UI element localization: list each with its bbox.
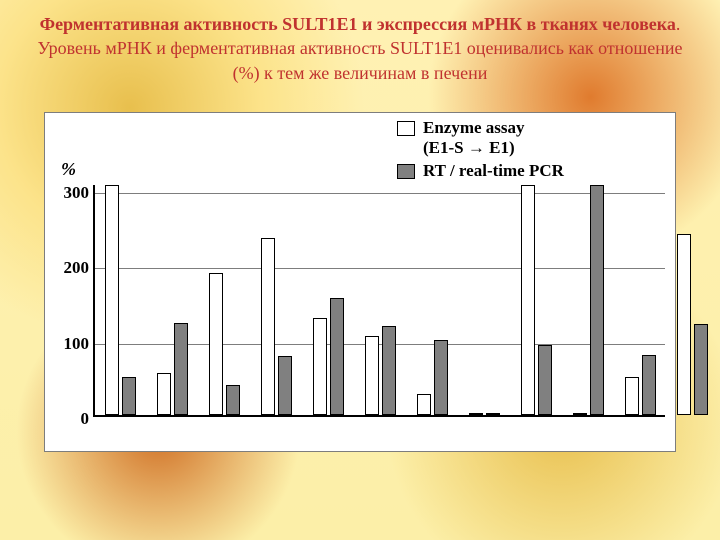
bar-enzyme: [573, 413, 587, 415]
y-axis-unit: %: [61, 159, 76, 180]
bar-pcr: [382, 326, 396, 415]
bar-enzyme: [469, 413, 483, 415]
bar-enzyme: [157, 373, 171, 415]
bar-enzyme: [209, 273, 223, 415]
bar-pcr: [642, 355, 656, 415]
bar-enzyme: [417, 394, 431, 415]
bar-pcr: [486, 413, 500, 415]
slide: Ферментативная активность SULT1E1 и эксп…: [0, 0, 720, 540]
bar-pcr: [226, 385, 240, 415]
bar-pcr: [434, 340, 448, 415]
legend-label-pcr: RT / real-time PCR: [423, 161, 647, 181]
bar-enzyme: [521, 185, 535, 415]
bar-enzyme: [625, 377, 639, 415]
bar-enzyme: [105, 185, 119, 415]
y-tick-label: 0: [55, 409, 89, 429]
bar-enzyme: [677, 234, 691, 415]
bar-pcr: [538, 345, 552, 415]
bar-pcr: [122, 377, 136, 415]
chart-container: Enzyme assay (E1-S → E1) RT / real-time …: [44, 112, 676, 452]
legend-swatch-pcr: [397, 164, 415, 179]
legend-item-pcr: RT / real-time PCR: [397, 161, 647, 181]
bar-pcr: [174, 323, 188, 415]
grid-line: [95, 193, 665, 194]
legend-label-enzyme: Enzyme assay (E1-S → E1): [423, 118, 647, 159]
bar-pcr: [694, 324, 708, 415]
plot-area: % 0100200300: [93, 185, 665, 417]
y-tick-label: 300: [55, 183, 89, 203]
legend-item-enzyme: Enzyme assay (E1-S → E1): [397, 118, 647, 159]
title-bold: Ферментативная активность SULT1E1 и эксп…: [40, 14, 676, 34]
y-tick-label: 200: [55, 258, 89, 278]
bar-enzyme: [365, 336, 379, 415]
slide-title: Ферментативная активность SULT1E1 и эксп…: [32, 12, 688, 85]
grid-line: [95, 268, 665, 269]
legend-swatch-enzyme: [397, 121, 415, 136]
y-tick-label: 100: [55, 334, 89, 354]
bar-pcr: [278, 356, 292, 415]
bar-enzyme: [313, 318, 327, 415]
chart-legend: Enzyme assay (E1-S → E1) RT / real-time …: [397, 118, 647, 183]
bar-enzyme: [261, 238, 275, 415]
bar-pcr: [590, 185, 604, 415]
bar-pcr: [330, 298, 344, 415]
